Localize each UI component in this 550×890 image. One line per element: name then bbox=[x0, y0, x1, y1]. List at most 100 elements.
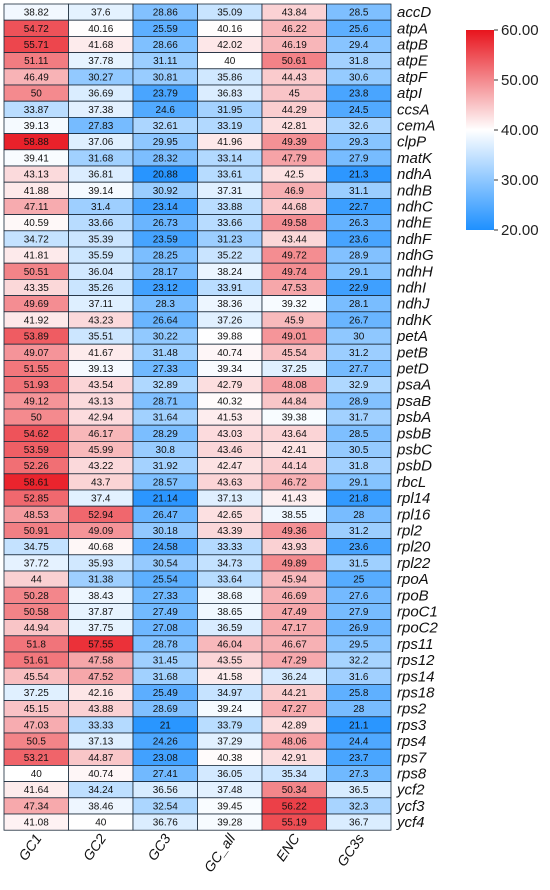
cell-value-label: 37.4 bbox=[91, 494, 111, 505]
cell-value-label: 55.71 bbox=[24, 40, 49, 51]
cell-value-label: 40.68 bbox=[88, 542, 113, 553]
cell-value-label: 41.43 bbox=[282, 494, 307, 505]
cell-value-label: 28 bbox=[353, 510, 365, 521]
cell-value-label: 46.72 bbox=[282, 477, 307, 488]
cell-value-label: 29.95 bbox=[153, 137, 178, 148]
cell-value-label: 36.7 bbox=[349, 818, 369, 829]
cell-value-label: 44.29 bbox=[282, 105, 307, 116]
cell-value-label: 38.46 bbox=[88, 801, 113, 812]
column-label: GC3 bbox=[144, 831, 174, 864]
row-label: rpoC2 bbox=[397, 620, 439, 637]
cell-value-label: 47.49 bbox=[282, 607, 307, 618]
row-label: rpl16 bbox=[397, 506, 431, 523]
cell-value-label: 35.86 bbox=[217, 72, 242, 83]
cell-value-label: 42.47 bbox=[217, 461, 242, 472]
cell-value-label: 49.72 bbox=[282, 251, 307, 262]
cell-value-label: 27.41 bbox=[153, 769, 178, 780]
cell-value-label: 34.97 bbox=[217, 688, 242, 699]
cell-value-label: 32.2 bbox=[349, 656, 369, 667]
cell-value-label: 33.33 bbox=[217, 542, 242, 553]
cell-value-label: 37.72 bbox=[24, 558, 49, 569]
cell-value-label: 41.81 bbox=[24, 251, 49, 262]
cell-value-label: 41.58 bbox=[217, 672, 242, 683]
cell-value-label: 35.39 bbox=[88, 234, 113, 245]
cell-value-label: 21.1 bbox=[349, 720, 369, 731]
cell-value-label: 22.9 bbox=[349, 283, 369, 294]
cell-value-label: 27.33 bbox=[153, 364, 178, 375]
row-label: ndhJ bbox=[397, 296, 430, 313]
cell-value-label: 29.5 bbox=[349, 639, 369, 650]
cell-value-label: 28.69 bbox=[153, 704, 178, 715]
cell-value-label: 46.17 bbox=[88, 429, 113, 440]
cell-value-label: 31.92 bbox=[153, 461, 178, 472]
cell-value-label: 45.15 bbox=[24, 704, 49, 715]
cell-value-label: 44.14 bbox=[282, 461, 307, 472]
cell-value-label: 53.59 bbox=[24, 445, 49, 456]
column-label: GC3s bbox=[334, 831, 368, 870]
cell-value-label: 39.24 bbox=[217, 704, 242, 715]
cell-value-label: 58.88 bbox=[24, 137, 49, 148]
cell-value-label: 23.14 bbox=[153, 202, 178, 213]
cell-value-label: 36.56 bbox=[153, 785, 178, 796]
row-label: rpl20 bbox=[397, 539, 431, 556]
cell-value-label: 28.9 bbox=[349, 251, 369, 262]
cell-value-label: 37.48 bbox=[217, 785, 242, 796]
cell-value-label: 28.57 bbox=[153, 477, 178, 488]
cell-value-label: 26.3 bbox=[349, 218, 369, 229]
cell-value-label: 28.71 bbox=[153, 396, 178, 407]
cell-value-label: 42.5 bbox=[285, 170, 305, 181]
cell-value-label: 33.87 bbox=[24, 105, 49, 116]
cell-value-label: 37.26 bbox=[217, 315, 242, 326]
cell-value-label: 51.11 bbox=[24, 56, 49, 67]
cell-value-label: 27.7 bbox=[349, 364, 369, 375]
cell-value-label: 36.04 bbox=[88, 267, 113, 278]
cell-value-label: 32.6 bbox=[349, 121, 369, 132]
cell-value-label: 22.7 bbox=[349, 202, 369, 213]
cell-value-label: 42.81 bbox=[282, 121, 307, 132]
row-label: rpoA bbox=[397, 571, 429, 588]
legend-tick-label: 30.00 bbox=[501, 172, 539, 189]
cell-value-label: 30.92 bbox=[153, 186, 178, 197]
row-label: petD bbox=[396, 361, 429, 378]
cell-value-label: 42.41 bbox=[282, 445, 307, 456]
cell-value-label: 39.32 bbox=[282, 299, 307, 310]
row-label: rpoC1 bbox=[397, 604, 438, 621]
cell-value-label: 47.11 bbox=[24, 202, 49, 213]
row-label: atpE bbox=[397, 53, 429, 70]
cell-value-label: 33.61 bbox=[217, 170, 242, 181]
cell-value-label: 45.99 bbox=[88, 445, 113, 456]
cell-value-label: 45.54 bbox=[24, 672, 49, 683]
row-label: ndhF bbox=[397, 231, 432, 248]
cell-value-label: 39.13 bbox=[88, 364, 113, 375]
cell-value-label: 28.25 bbox=[153, 251, 178, 262]
cell-value-label: 33.19 bbox=[217, 121, 242, 132]
row-label: ndhA bbox=[397, 166, 432, 183]
cell-value-label: 36.05 bbox=[217, 769, 242, 780]
cell-value-label: 40.16 bbox=[88, 24, 113, 35]
cell-value-label: 41.92 bbox=[24, 315, 49, 326]
row-label: ycf4 bbox=[396, 814, 425, 831]
cell-value-label: 39.34 bbox=[217, 364, 242, 375]
cell-value-label: 24.4 bbox=[349, 737, 369, 748]
cell-value-label: 33.14 bbox=[217, 153, 242, 164]
cell-value-label: 32.3 bbox=[349, 801, 369, 812]
cell-value-label: 36.24 bbox=[282, 672, 307, 683]
cell-value-label: 46.69 bbox=[282, 591, 307, 602]
cell-value-label: 33.33 bbox=[88, 720, 113, 731]
cell-value-label: 24.5 bbox=[349, 105, 369, 116]
cell-value-label: 40.32 bbox=[217, 396, 242, 407]
cell-value-label: 42.89 bbox=[282, 720, 307, 731]
cell-value-label: 25.6 bbox=[349, 24, 369, 35]
heatmap-cell bbox=[326, 813, 392, 831]
cell-value-label: 52.94 bbox=[88, 510, 113, 521]
cell-value-label: 50.61 bbox=[282, 56, 307, 67]
cell-value-label: 31.23 bbox=[217, 234, 242, 245]
cell-value-label: 29.1 bbox=[349, 477, 369, 488]
color-legend-ticks: 20.00 30.00 40.00 50.00 60.00 bbox=[494, 22, 539, 239]
cell-value-label: 54.62 bbox=[24, 429, 49, 440]
cell-value-label: 42.16 bbox=[88, 688, 113, 699]
cell-value-label: 51.93 bbox=[24, 380, 49, 391]
row-label: atpB bbox=[397, 37, 428, 54]
cell-value-label: 41.64 bbox=[24, 785, 49, 796]
cell-value-label: 50 bbox=[31, 89, 43, 100]
